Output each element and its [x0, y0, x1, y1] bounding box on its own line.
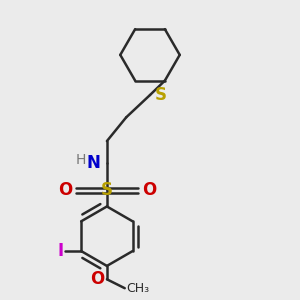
Text: CH₃: CH₃ — [126, 282, 149, 295]
Text: N: N — [86, 154, 100, 172]
Text: I: I — [57, 242, 63, 260]
Text: O: O — [58, 181, 72, 199]
Text: H: H — [75, 153, 86, 167]
Text: S: S — [101, 181, 113, 199]
Text: S: S — [154, 86, 166, 104]
Text: O: O — [90, 270, 104, 288]
Text: O: O — [142, 181, 156, 199]
